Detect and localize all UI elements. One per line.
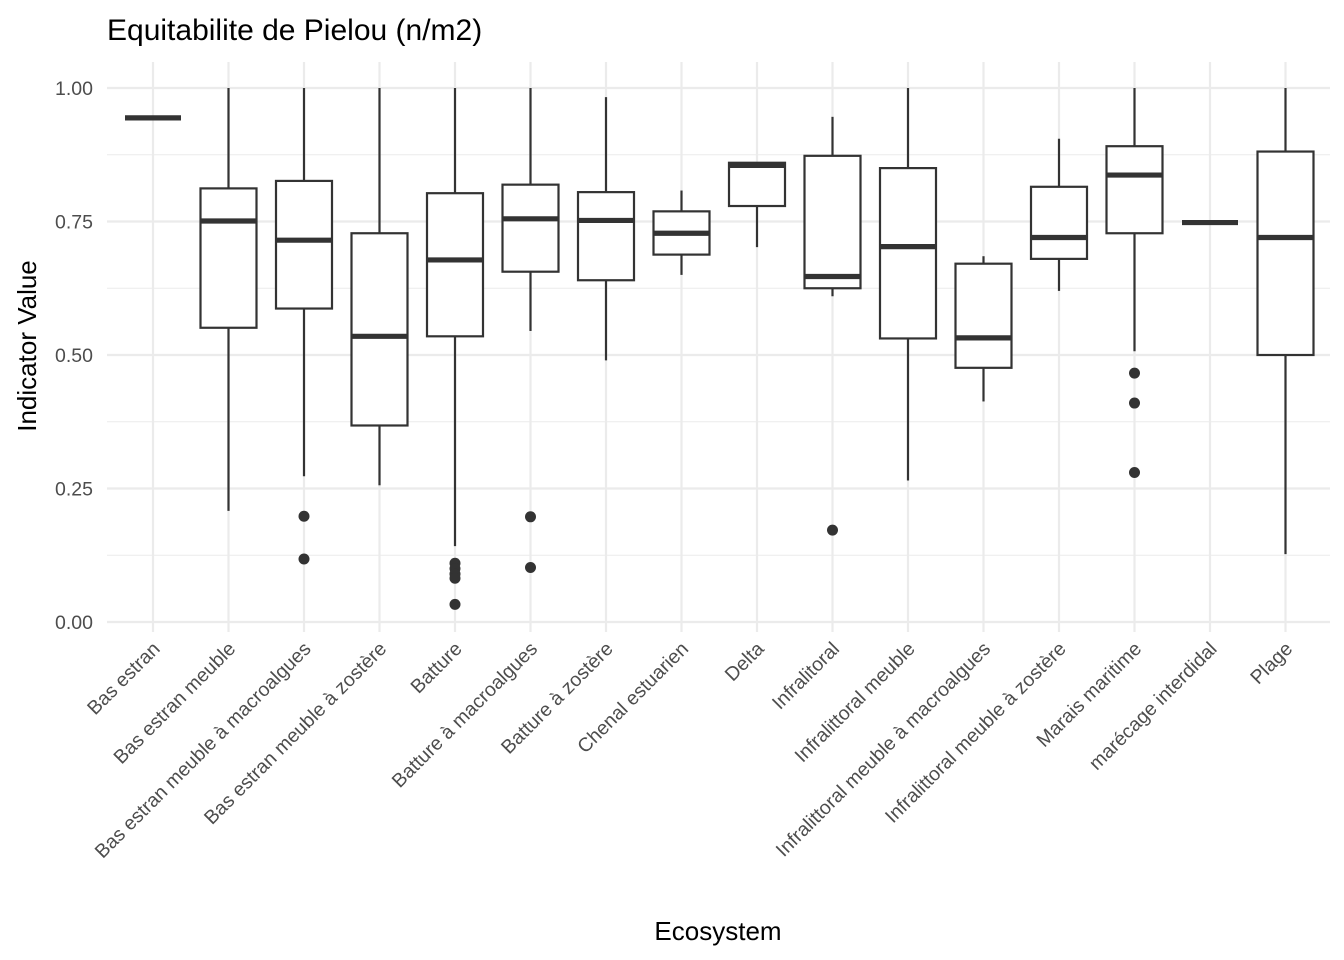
outlier-point xyxy=(1129,367,1140,379)
x-tick-label: marécage interdidal xyxy=(1085,638,1222,775)
box-iqr xyxy=(803,154,862,290)
box-iqr xyxy=(274,179,334,310)
box-group xyxy=(803,116,862,536)
outlier-point xyxy=(1129,397,1140,409)
box-iqr xyxy=(501,183,560,273)
y-tick-label: 1.00 xyxy=(55,78,93,100)
box-group xyxy=(199,88,258,511)
box-iqr xyxy=(199,187,258,329)
box-group xyxy=(878,88,938,481)
box-group xyxy=(425,88,485,610)
box-group xyxy=(727,161,787,248)
x-tick-label: Delta xyxy=(721,638,769,686)
box-iqr xyxy=(954,262,1013,369)
x-axis-title: Ecosystem xyxy=(654,916,781,946)
x-tick-label: Batture xyxy=(407,638,467,698)
outlier-point xyxy=(525,562,536,574)
outlier-point xyxy=(449,598,461,610)
outlier-point xyxy=(298,510,310,522)
box-group xyxy=(652,190,711,275)
outlier-point xyxy=(449,572,461,584)
box-group xyxy=(954,256,1013,402)
box-iqr xyxy=(350,232,409,427)
box-group xyxy=(274,88,334,565)
y-tick-label: 0.75 xyxy=(55,212,93,234)
y-tick-label: 0.25 xyxy=(55,479,93,501)
outlier-point xyxy=(827,524,838,536)
y-tick-label: 0.50 xyxy=(55,345,93,367)
box-iqr xyxy=(727,161,787,208)
x-tick-label: Infralitoral xyxy=(768,638,844,714)
chart-title: Equitabilite de Pielou (n/m2) xyxy=(107,14,482,47)
box-group xyxy=(350,88,409,486)
outlier-point xyxy=(298,553,310,565)
box-iqr xyxy=(425,192,485,338)
box-series xyxy=(125,88,1315,610)
outlier-point xyxy=(525,511,536,523)
box-iqr xyxy=(576,191,636,282)
y-tick-labels: 0.00 0.25 0.50 0.75 1.00 xyxy=(55,78,93,634)
box-iqr xyxy=(1029,185,1089,260)
y-tick-label: 0.00 xyxy=(55,612,93,634)
outlier-point xyxy=(1129,466,1140,478)
x-tick-label: Batture à macroalgues xyxy=(388,638,542,792)
box-group xyxy=(1029,138,1089,291)
box-iqr xyxy=(1256,150,1315,357)
y-axis-title: Indicator Value xyxy=(12,260,42,432)
box-group xyxy=(576,97,636,361)
box-iqr xyxy=(878,167,938,340)
box-group xyxy=(1105,88,1164,478)
box-group xyxy=(501,88,560,574)
x-tick-label: Bas estran xyxy=(83,638,164,719)
x-tick-label: Plage xyxy=(1246,638,1297,689)
box-group xyxy=(1256,88,1315,555)
box-iqr xyxy=(1105,145,1164,235)
